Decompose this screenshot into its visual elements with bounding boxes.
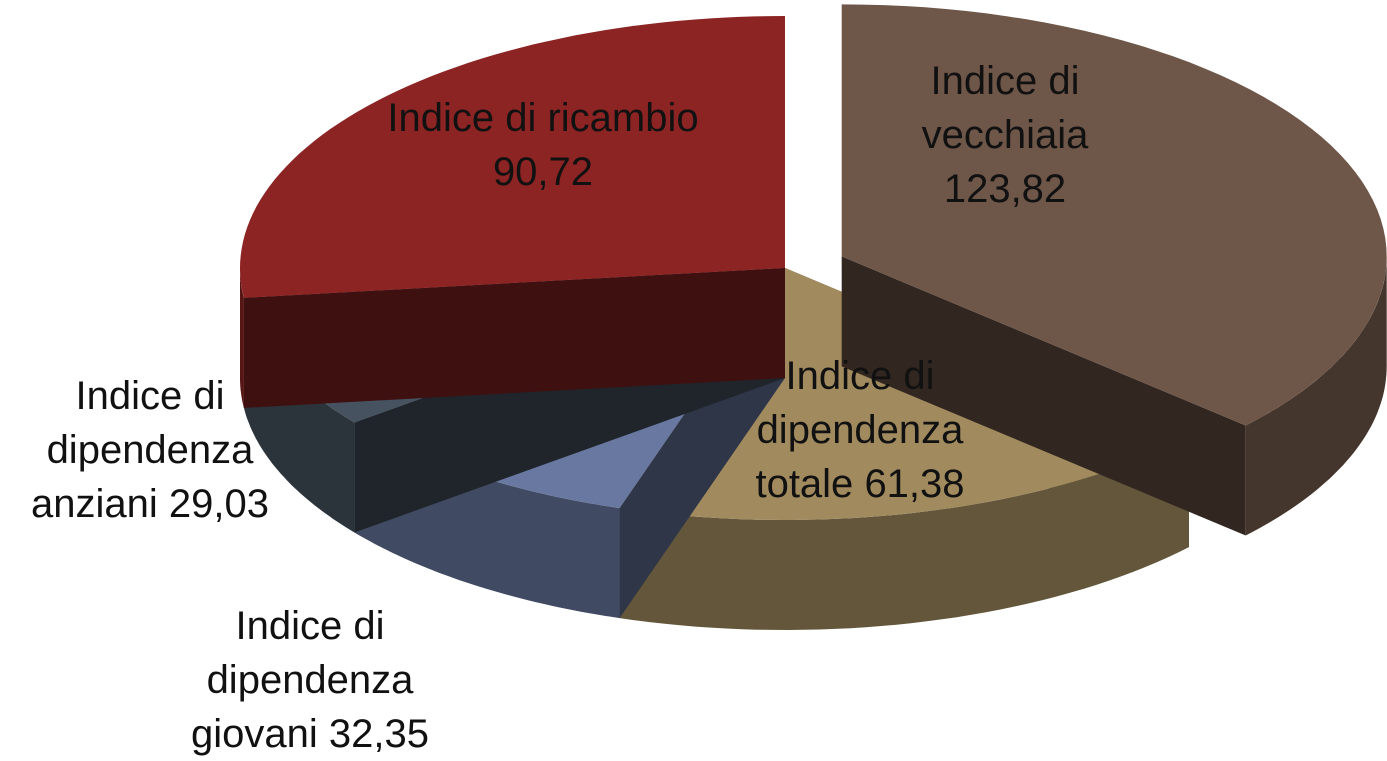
slice [841,4,1387,426]
value-label: 29,03 [168,482,269,526]
slice-side [240,268,244,408]
slice-cut-wall [243,268,785,408]
category-label: Indice di vecchiaia [921,59,1089,157]
category-label: Indice di dipendenza giovani [191,604,414,756]
slice-cut-wall [841,256,1246,536]
slice [240,16,785,298]
data-label: Indice di vecchiaia 123,82 [890,54,1120,216]
value-label: 123,82 [943,167,1067,211]
data-label: Indice di dipendenza giovani 32,35 [175,599,445,761]
category-label: Indice di dipendenza totale [755,354,964,506]
value-label: 32,35 [328,712,429,756]
data-label: Indice di ricambio 90,72 [378,91,708,199]
value-label: 61,38 [864,462,965,506]
category-label: Indice di ricambio [387,96,699,140]
data-label: Indice di dipendenza totale 61,38 [730,349,990,511]
slice-side [619,437,1189,630]
value-label: 90,72 [492,150,594,194]
data-label: Indice di dipendenza anziani 29,03 [15,369,285,531]
slice-side [1245,256,1387,536]
category-label: Indice di dipendenza anziani [31,374,254,526]
